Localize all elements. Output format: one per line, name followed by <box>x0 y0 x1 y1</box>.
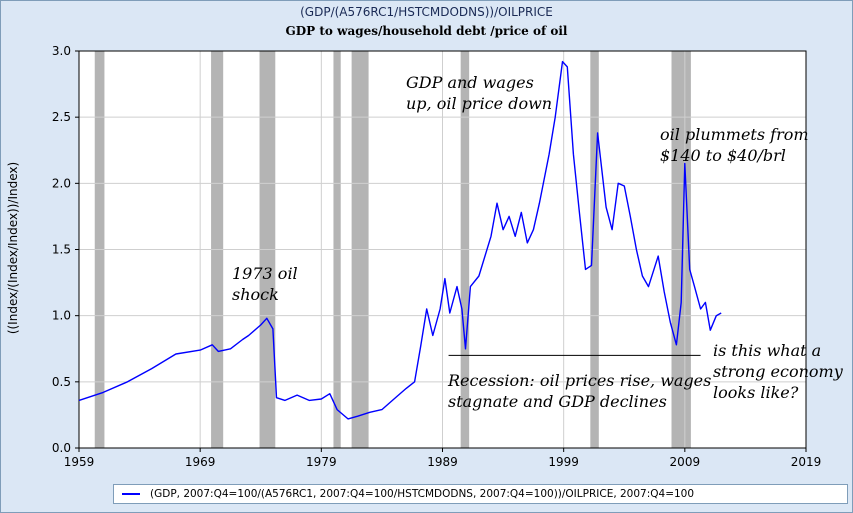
annotation-oil-plummets-line-1: oil plummets from <box>660 125 809 144</box>
y-tick-label-0: 0.0 <box>52 441 71 455</box>
annotation-oil-shock-line-2: shock <box>232 285 279 304</box>
x-tick-label-0: 1959 <box>64 455 95 469</box>
annotation-oil-plummets: oil plummets from $140 to $40/brl <box>660 124 809 166</box>
annotation-oil-plummets-line-2: $140 to $40/brl <box>660 146 786 165</box>
annotation-gdp-wages-up: GDP and wages up, oil price down <box>406 72 552 114</box>
x-tick-label-1: 1969 <box>185 455 216 469</box>
annotation-strong-economy-line-1: is this what a <box>713 341 822 360</box>
annotation-oil-shock-line-1: 1973 oil <box>232 264 298 283</box>
annotation-strong-economy-line-2: strong economy <box>713 362 843 381</box>
chart-subtitle: GDP to wages/household debt /price of oi… <box>285 24 568 38</box>
series-line-0 <box>78 60 722 420</box>
x-tick-label-2: 1979 <box>306 455 337 469</box>
chart-title: (GDP/(A576RC1/HSTCMDODNS))/OILPRICE <box>300 5 553 19</box>
y-tick-label-1: 0.5 <box>52 375 71 389</box>
annotation-recession: Recession: oil prices rise, wages stagna… <box>448 370 711 412</box>
annotation-gdp-wages-up-line-1: GDP and wages <box>406 73 534 92</box>
y-axis-label: ((Index/(Index/Index))/Index) <box>6 161 20 335</box>
y-tick-label-4: 2.0 <box>52 176 71 190</box>
legend-line-swatch <box>122 493 140 495</box>
x-tick-label-4: 1999 <box>548 455 579 469</box>
y-tick-label-2: 1.0 <box>52 309 71 323</box>
annotation-recession-line-2: stagnate and GDP declines <box>448 392 667 411</box>
y-tick-label-3: 1.5 <box>52 243 71 257</box>
annotation-recession-line-1: Recession: oil prices rise, wages <box>448 371 712 390</box>
annotation-oil-shock: 1973 oil shock <box>232 263 298 305</box>
y-tick-label-5: 2.5 <box>52 110 71 124</box>
y-tick-label-6: 3.0 <box>52 44 71 58</box>
x-tick-label-5: 2009 <box>670 455 701 469</box>
annotation-strong-economy-line-3: looks like? <box>713 383 799 402</box>
annotation-strong-economy: is this what a strong economy looks like… <box>713 340 843 403</box>
x-tick-label-6: 2019 <box>791 455 822 469</box>
legend: (GDP, 2007:Q4=100/(A576RC1, 2007:Q4=100/… <box>113 484 848 504</box>
x-tick-label-3: 1989 <box>427 455 458 469</box>
annotation-gdp-wages-up-line-2: up, oil price down <box>406 94 553 113</box>
legend-series-name: (GDP, 2007:Q4=100/(A576RC1, 2007:Q4=100/… <box>150 488 695 500</box>
